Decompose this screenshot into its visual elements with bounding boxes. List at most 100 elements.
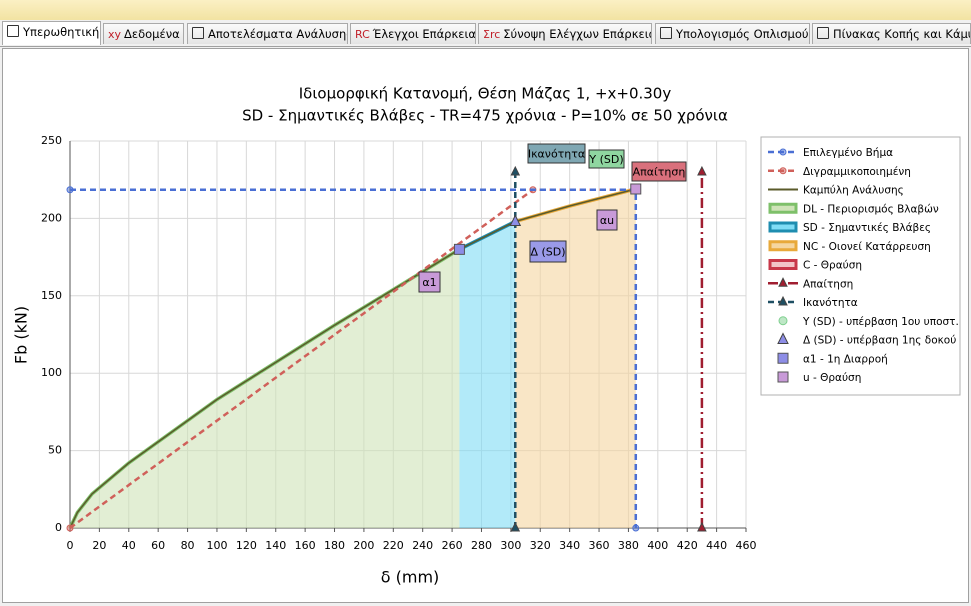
legend-label: Δ (SD) - υπέρβαση 1ης δοκού (803, 335, 956, 347)
tab[interactable]: Πίνακας Κοπής και Κάμψης (812, 23, 971, 44)
marker (66, 524, 74, 532)
tab[interactable]: Σrc Σύνοψη Ελέγχων Επάρκειας (478, 23, 652, 44)
legend-marker (778, 316, 788, 326)
tab[interactable]: Αποτελέσματα Ανάλυσης (187, 23, 348, 44)
legend-label: Απαίτηση (803, 278, 853, 290)
legend-swatch (768, 259, 798, 270)
x-tick-label: 180 (324, 539, 345, 552)
tab-label: Υπερωθητική (23, 25, 100, 39)
x-tick-label: 160 (295, 539, 316, 552)
tab-label: Αποτελέσματα Ανάλυσης (208, 27, 348, 41)
tab-icon: xy (108, 28, 122, 41)
legend-label: DL - Περιορισμός Βλαβών (803, 203, 939, 215)
tab-icon (7, 25, 19, 37)
tab[interactable]: xy Δεδομένα (103, 23, 184, 44)
tab[interactable]: Υπερωθητική (2, 21, 101, 45)
area (515, 188, 636, 528)
marker (509, 214, 522, 226)
annotation-box (418, 271, 441, 293)
x-tick-label: 220 (383, 539, 404, 552)
x-tick-label: 200 (353, 539, 374, 552)
annotation: Δ (SD) (530, 246, 565, 259)
marker (697, 165, 707, 176)
marker (630, 183, 642, 195)
y-tick-label: 50 (48, 444, 62, 457)
legend-marker (777, 371, 789, 383)
tab-label: Σύνοψη Ελέγχων Επάρκειας (503, 27, 652, 41)
legend-swatch (768, 202, 798, 214)
y-tick-label: 100 (41, 366, 62, 379)
x-tick-label: 280 (471, 539, 492, 552)
legend-marker (777, 332, 789, 344)
y-tick-label: 250 (41, 134, 62, 147)
legend-label: Επιλεγμένο Βήμα (803, 147, 893, 159)
chart-title: Ιδιομορφική Κατανομή, Θέση Μάζας 1, +x+0… (299, 85, 672, 103)
tab-icon: Σrc (483, 28, 501, 41)
marker (66, 186, 74, 194)
legend-swatch (768, 240, 798, 252)
legend-marker (777, 352, 789, 364)
tab-label: Δεδομένα (124, 27, 180, 41)
legend-label: Ικανότητα (803, 297, 858, 309)
annotation-box (529, 240, 567, 263)
legend-label: u - Θραύση (803, 372, 861, 384)
tab[interactable]: RC Έλεγχοι Επάρκειας (350, 23, 476, 44)
x-tick-label: 120 (236, 539, 257, 552)
tab-icon (660, 27, 672, 39)
x-tick-label: 0 (67, 539, 74, 552)
marker (510, 521, 521, 532)
legend-label: C - Θραύση (803, 260, 862, 272)
legend-marker (778, 277, 788, 287)
x-tick-label: 240 (412, 539, 433, 552)
area (70, 249, 460, 529)
area (459, 221, 516, 528)
legend-label: SD - Σημαντικές Βλάβες (803, 222, 931, 234)
x-tick-label: 260 (442, 539, 463, 552)
annotation: Ικανότητα (528, 148, 585, 161)
chart-subtitle: SD - Σημαντικές Βλάβες - TR=475 χρόνια -… (242, 107, 728, 125)
x-tick-label: 20 (92, 539, 106, 552)
annotation-box (527, 143, 586, 164)
legend-marker (778, 295, 788, 306)
x-tick-label: 380 (618, 539, 639, 552)
x-tick-label: 100 (206, 539, 227, 552)
annotation-box (631, 161, 687, 182)
x-axis-label: δ (mm) (381, 568, 440, 587)
annotation: Απαίτηση (633, 166, 686, 179)
annotation: αu (600, 214, 614, 227)
legend-label: Καμπύλη Ανάλυσης (803, 185, 904, 197)
tab-label: Έλεγχοι Επάρκειας (372, 27, 476, 41)
legend-label: NC - Οιονεί Κατάρρευση (803, 241, 931, 253)
x-tick-label: 320 (530, 539, 551, 552)
tab-icon (817, 27, 829, 39)
y-axis-label: Fb (kN) (12, 306, 31, 364)
series-line (69, 188, 636, 529)
annotation-box (588, 149, 625, 169)
tab-strip: Υπερωθητική xy Δεδομένα Αποτελέσματα Ανάλυσ… (0, 20, 971, 47)
x-tick-label: 340 (559, 539, 580, 552)
x-tick-label: 360 (589, 539, 610, 552)
marker (453, 243, 465, 255)
x-tick-label: 460 (736, 539, 757, 552)
tab-label: Πίνακας Κοπής και Κάμψης (833, 27, 970, 41)
tab-label: Υπολογισμός Οπλισμού (676, 27, 809, 41)
y-tick-label: 150 (41, 289, 62, 302)
x-tick-label: 420 (677, 539, 698, 552)
y-tick-label: 0 (55, 521, 62, 534)
y-tick-label: 200 (41, 211, 62, 224)
x-tick-label: 40 (122, 539, 136, 552)
tab-icon: RC (355, 28, 370, 41)
x-tick-label: 400 (647, 539, 668, 552)
x-tick-label: 440 (706, 539, 727, 552)
legend-marker (779, 167, 787, 175)
annotation: Y (SD) (588, 153, 623, 166)
x-tick-label: 140 (265, 539, 286, 552)
marker (632, 524, 640, 532)
x-tick-label: 60 (151, 539, 165, 552)
legend-label: Y (SD) - υπέρβαση 1ου υποστ. (802, 316, 959, 328)
tab[interactable]: Υπολογισμός Οπλισμού (655, 23, 810, 44)
legend-label: Διγραμμικοποιημένη (803, 166, 911, 178)
marker (697, 521, 707, 532)
